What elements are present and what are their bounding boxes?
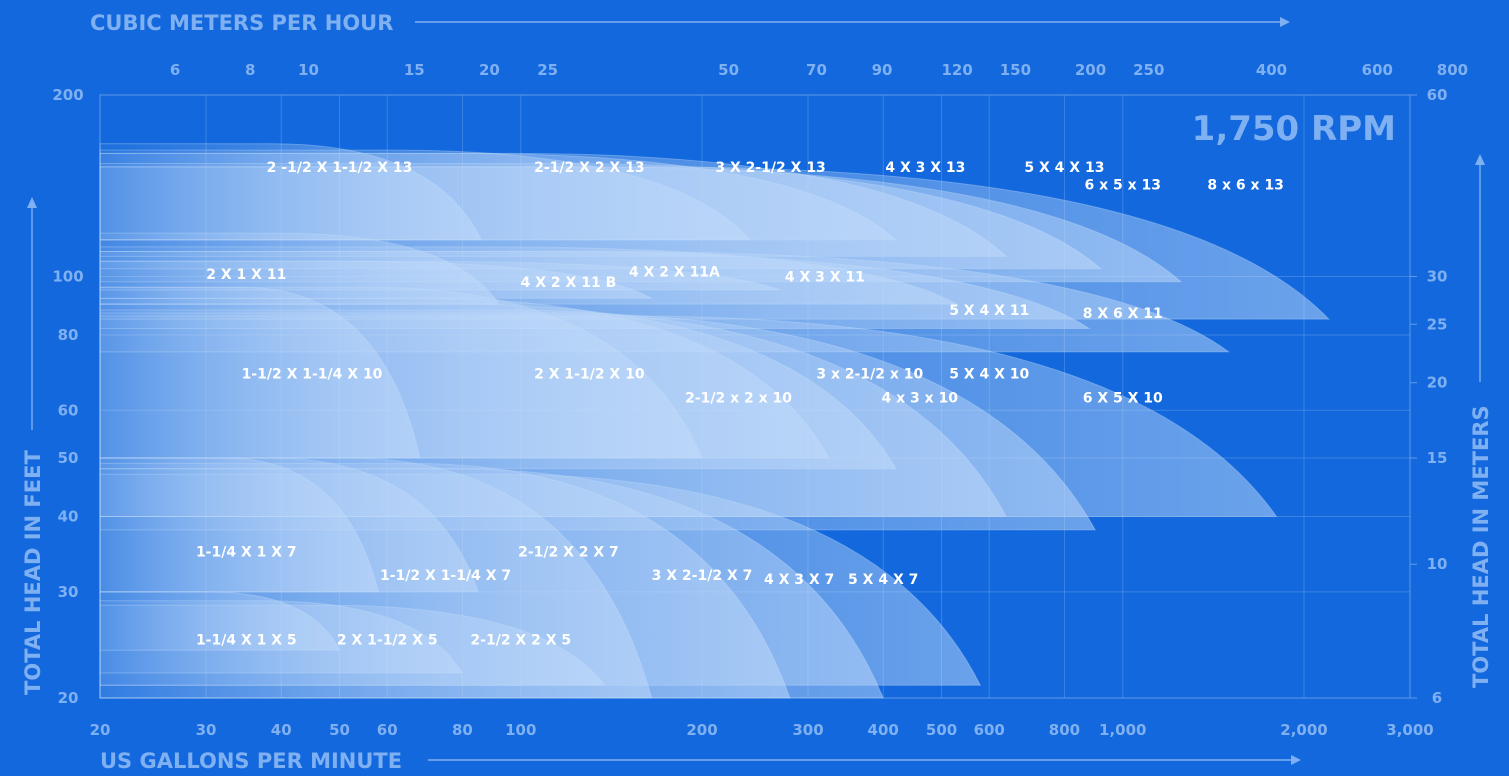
x-tick-label: 80 bbox=[452, 721, 473, 739]
x-tick-label: 2,000 bbox=[1280, 721, 1327, 739]
x-tick-label: 200 bbox=[686, 721, 717, 739]
y-tick-label: 50 bbox=[58, 449, 79, 467]
y-tick-label: 100 bbox=[52, 268, 83, 286]
pump-label: 6 X 5 X 10 bbox=[1083, 391, 1163, 407]
pump-label: 2 X 1 X 11 bbox=[206, 267, 286, 283]
x-tick-label: 500 bbox=[926, 721, 957, 739]
x2-tick-label: 8 bbox=[245, 61, 255, 79]
pump-label: 4 X 3 X 13 bbox=[885, 160, 965, 176]
y-tick-label: 200 bbox=[52, 86, 83, 104]
pump-label: 1-1/2 X 1-1/4 X 7 bbox=[380, 568, 511, 584]
y-tick-label: 60 bbox=[58, 401, 79, 419]
pump-label: 3 x 2-1/2 x 10 bbox=[816, 367, 923, 383]
x-tick-label: 400 bbox=[868, 721, 899, 739]
pump-label: 1-1/4 X 1 X 7 bbox=[196, 544, 297, 560]
x2-tick-label: 20 bbox=[479, 61, 500, 79]
pump-label: 2-1/2 X 2 X 13 bbox=[534, 160, 644, 176]
pump-label: 8 x 6 x 13 bbox=[1207, 178, 1284, 194]
pump-label: 1-1/4 X 1 X 5 bbox=[196, 633, 297, 649]
tick-labels: 20 30 40 50 60 80 100 200 300 400 500 600 800 1,000 2,… bbox=[52, 61, 1468, 739]
pump-label: 3 X 2-1/2 X 13 bbox=[715, 160, 825, 176]
y-tick-label: 80 bbox=[58, 326, 79, 344]
top-axis-arrow bbox=[415, 17, 1290, 27]
bottom-axis-title: US GALLONS PER MINUTE bbox=[100, 749, 402, 772]
pump-label: 4 X 3 X 7 bbox=[764, 572, 834, 588]
right-axis-arrow bbox=[1475, 154, 1485, 382]
pump-label: 2-1/2 X 2 X 5 bbox=[470, 633, 571, 649]
left-axis-arrow bbox=[27, 197, 37, 430]
right-axis-title: TOTAL HEAD IN METERS bbox=[1469, 405, 1493, 688]
x2-tick-label: 150 bbox=[1000, 61, 1031, 79]
y2-tick-label: 20 bbox=[1427, 374, 1448, 392]
pump-label: 2 X 1-1/2 X 10 bbox=[534, 367, 645, 383]
y2-tick-label: 25 bbox=[1427, 315, 1448, 333]
pump-label: 1-1/2 X 1-1/4 X 10 bbox=[242, 367, 383, 383]
x2-tick-label: 10 bbox=[298, 61, 319, 79]
x2-tick-label: 120 bbox=[942, 61, 973, 79]
x2-tick-label: 200 bbox=[1075, 61, 1106, 79]
pump-label: 4 X 2 X 11 B bbox=[521, 275, 617, 291]
y2-tick-label: 15 bbox=[1427, 449, 1448, 467]
pump-label: 5 X 4 X 11 bbox=[949, 303, 1029, 319]
pump-label: 4 X 3 X 11 bbox=[785, 270, 865, 286]
pump-label: 5 X 4 X 7 bbox=[848, 572, 918, 588]
pump-label: 4 x 3 x 10 bbox=[881, 391, 958, 407]
y2-tick-label: 30 bbox=[1427, 268, 1448, 286]
x-tick-label: 60 bbox=[377, 721, 398, 739]
x-tick-label: 3,000 bbox=[1386, 721, 1433, 739]
pump-label: 4 X 2 X 11A bbox=[629, 264, 720, 280]
y2-tick-label: 60 bbox=[1427, 86, 1448, 104]
x2-tick-label: 50 bbox=[718, 61, 739, 79]
x-tick-label: 50 bbox=[329, 721, 350, 739]
x2-tick-label: 90 bbox=[872, 61, 893, 79]
y-tick-label: 20 bbox=[58, 689, 79, 707]
pump-label: 2 X 1-1/2 X 5 bbox=[337, 633, 438, 649]
pump-label: 2-1/2 x 2 x 10 bbox=[685, 391, 792, 407]
pump-curves bbox=[99, 143, 1331, 699]
pump-label: 8 X 6 X 11 bbox=[1083, 306, 1163, 322]
x-tick-label: 600 bbox=[974, 721, 1005, 739]
x2-tick-label: 400 bbox=[1256, 61, 1287, 79]
pump-label: 2-1/2 X 2 X 7 bbox=[518, 544, 619, 560]
x2-tick-label: 25 bbox=[537, 61, 558, 79]
x2-tick-label: 250 bbox=[1133, 61, 1164, 79]
bottom-axis-arrow bbox=[428, 755, 1301, 765]
x2-tick-label: 15 bbox=[404, 61, 425, 79]
y-tick-label: 30 bbox=[58, 583, 79, 601]
pump-label: 5 X 4 X 13 bbox=[1024, 160, 1104, 176]
pump-label: 2 -1/2 X 1-1/2 X 13 bbox=[267, 160, 413, 176]
x2-tick-label: 6 bbox=[170, 61, 180, 79]
pump-labels: 2 -1/2 X 1-1/2 X 13 2-1/2 X 2 X 13 3 X 2-1… bbox=[196, 160, 1284, 649]
x2-tick-label: 800 bbox=[1437, 61, 1468, 79]
chart-title: 1,750 RPM bbox=[1192, 109, 1396, 149]
x-tick-label: 40 bbox=[271, 721, 292, 739]
x-tick-label: 1,000 bbox=[1099, 721, 1146, 739]
y-tick-label: 40 bbox=[58, 507, 79, 525]
pump-label: 5 X 4 X 10 bbox=[949, 367, 1029, 383]
pump-label: 3 X 2-1/2 X 7 bbox=[652, 568, 753, 584]
x2-tick-label: 600 bbox=[1362, 61, 1393, 79]
left-axis-title: TOTAL HEAD IN FEET bbox=[21, 450, 45, 695]
x-tick-label: 800 bbox=[1049, 721, 1080, 739]
x-tick-label: 100 bbox=[505, 721, 536, 739]
x-tick-label: 20 bbox=[90, 721, 111, 739]
y2-tick-label: 10 bbox=[1427, 555, 1448, 573]
y2-tick-label: 6 bbox=[1432, 689, 1442, 707]
x2-tick-label: 70 bbox=[806, 61, 827, 79]
top-axis-title: CUBIC METERS PER HOUR bbox=[90, 11, 393, 35]
x-tick-label: 300 bbox=[792, 721, 823, 739]
pump-label: 6 x 5 x 13 bbox=[1085, 178, 1162, 194]
pump-curve bbox=[99, 604, 606, 686]
x-tick-label: 30 bbox=[196, 721, 217, 739]
